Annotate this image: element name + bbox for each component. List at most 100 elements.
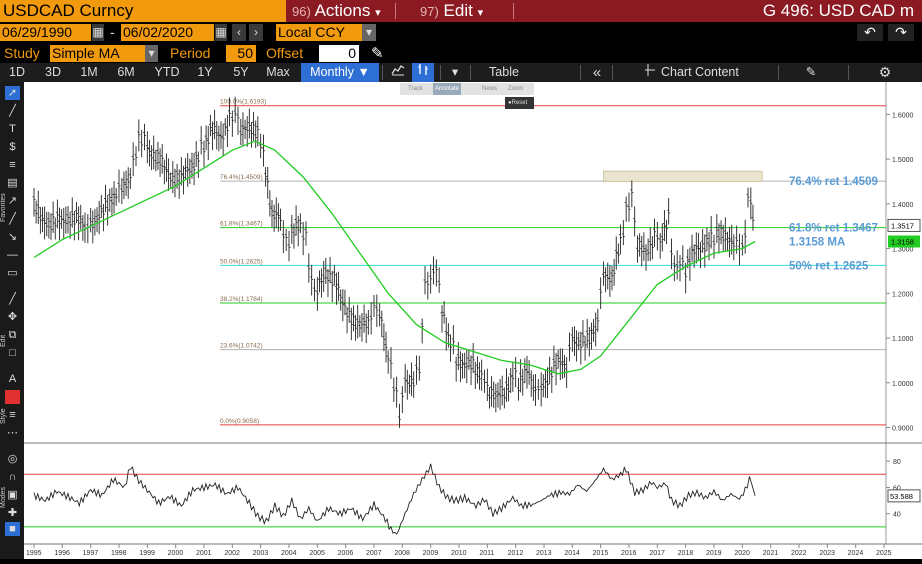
color-swatch-icon[interactable]: ■ [5, 390, 20, 404]
menu-divider [513, 3, 514, 19]
trend-icon[interactable]: ╱ [9, 213, 16, 225]
annotate-button[interactable]: Annotate [433, 83, 462, 95]
chart-content-icon [640, 63, 660, 82]
dollar-icon[interactable]: $ [9, 141, 16, 153]
price-tick-label: 1.6000 [892, 112, 914, 119]
chevron-down-icon: ▾ [477, 7, 484, 19]
range-button-1y[interactable]: 1Y [197, 65, 213, 79]
ticker-field[interactable]: USDCAD Curncy [0, 0, 286, 22]
reset-icon: ● [508, 100, 512, 106]
line-tool-icon[interactable]: ╱ [9, 105, 16, 117]
actions-menu[interactable]: 96) Actions ▾ [292, 0, 381, 22]
toolbar-divider [848, 65, 849, 80]
currency-select[interactable]: Local CCY [276, 24, 362, 41]
calendar-icon[interactable]: ▦ [215, 24, 227, 41]
magnet-icon[interactable]: ∩ [8, 471, 17, 483]
pencil-icon[interactable]: ✎ [371, 45, 384, 62]
redo-icon[interactable]: ↷ [888, 24, 914, 41]
year-label: 2018 [678, 550, 694, 557]
edit-section-label: Edit [0, 334, 7, 347]
menu-divider [395, 3, 396, 19]
year-label: 2000 [168, 550, 184, 557]
year-label: 2002 [224, 550, 240, 557]
range-button-3d[interactable]: 3D [45, 65, 61, 79]
chart-content-button[interactable]: Chart Content [661, 65, 739, 79]
chevron-down-icon[interactable]: ▾ [451, 65, 459, 79]
rsi-tick-label: 60 [893, 485, 901, 492]
chart-area[interactable]: 1.6000 1.5000 1.4000 1.3000 1.2000 1.1000 1.00… [24, 82, 922, 559]
fib-level-label: 50.0%(1.2625) [220, 258, 263, 265]
channel-icon[interactable]: ▤ [7, 177, 18, 189]
toolbar-divider [470, 65, 471, 80]
arrow-tool-icon[interactable]: ↗ [7, 195, 18, 207]
gear-icon[interactable]: ⚙ [878, 64, 892, 80]
line-style-icon[interactable]: ⋯ [7, 427, 18, 439]
hline-icon[interactable]: — [7, 249, 18, 261]
zoom-button[interactable]: Zoom [508, 86, 524, 92]
start-date-field[interactable]: 06/29/1990 [0, 24, 91, 41]
chevron-down-icon[interactable]: ▾ [362, 24, 376, 41]
study-row: Study Simple MA ▾ Period 50 Offset 0 ✎ [0, 43, 922, 63]
range-button-ytd[interactable]: YTD [154, 65, 180, 79]
reset-label: Reset [511, 100, 528, 106]
fib-level-label: 100.0%(1.6193) [220, 99, 266, 106]
chevron-left-icon[interactable]: ‹ [232, 24, 246, 41]
frequency-label: Monthly [310, 65, 354, 79]
range-button-6m[interactable]: 6M [117, 65, 135, 79]
table-button[interactable]: Table [489, 65, 519, 79]
fib-tool-icon[interactable]: ≡ [9, 159, 16, 171]
line-weight-icon[interactable]: ≡ [9, 409, 16, 421]
brush-icon[interactable]: ╱ [9, 293, 16, 305]
edit-chart-icon[interactable]: ✎ [805, 65, 817, 79]
chevron-right-icon[interactable]: › [249, 24, 263, 41]
rect-tool-icon[interactable]: ▭ [7, 267, 18, 279]
range-button-1m[interactable]: 1M [80, 65, 98, 79]
collapse-left-icon[interactable]: « [592, 64, 602, 81]
toolbar-divider [382, 65, 383, 80]
period-input[interactable]: 50 [226, 45, 256, 62]
offset-input[interactable]: 0 [319, 45, 359, 62]
lock-icon[interactable]: ▣ [7, 489, 18, 501]
range-button-1d[interactable]: 1D [9, 65, 25, 79]
font-icon[interactable]: A [8, 373, 17, 385]
rsi-line [33, 463, 756, 535]
offset-label: Offset [266, 45, 304, 61]
date-range-row: 06/29/1990 ▦ - 06/02/2020 ▦ ‹ › Local CC… [0, 22, 922, 43]
line-chart-icon[interactable] [388, 63, 408, 82]
track-button[interactable]: Track [408, 86, 423, 92]
year-label: 2010 [451, 550, 467, 557]
reset-button[interactable]: ●Reset [505, 97, 534, 109]
ray-icon[interactable]: ↘ [7, 231, 18, 243]
title-bar: USDCAD Curncy 96) Actions ▾ 97) Edit ▾ G… [0, 0, 922, 22]
move-icon[interactable]: ✥ [7, 311, 18, 323]
frequency-select[interactable]: Monthly ▼ [301, 63, 379, 82]
range-button-max[interactable]: Max [266, 65, 290, 79]
crosshair-icon[interactable]: ✚ [7, 507, 18, 519]
study-select[interactable]: Simple MA [50, 45, 145, 62]
undo-icon[interactable]: ↶ [857, 24, 883, 41]
edit-menu[interactable]: 97) Edit ▾ [420, 0, 483, 22]
last-price-tag [887, 218, 921, 232]
cursor-icon[interactable]: ➚ [5, 86, 20, 100]
calendar-icon[interactable]: ▦ [92, 24, 104, 41]
year-label: 2016 [621, 550, 637, 557]
year-label: 1999 [139, 550, 155, 557]
toolbar-divider [440, 65, 441, 80]
range-button-5y[interactable]: 5Y [233, 65, 249, 79]
news-button[interactable]: News [482, 86, 498, 92]
annotation-label: 1.3158 MA [789, 237, 845, 249]
year-label: 2003 [253, 550, 269, 557]
annotation-label: 61.8% ret 1.3467 [789, 223, 878, 235]
toolbar-divider [612, 65, 613, 80]
end-date-field[interactable]: 06/02/2020 [121, 24, 214, 41]
copy-icon[interactable]: ⧉ [8, 329, 17, 341]
mode-icon[interactable]: ◎ [7, 453, 18, 465]
chevron-down-icon[interactable]: ▾ [145, 45, 158, 62]
bar-chart-icon[interactable] [412, 63, 434, 82]
ma-price-tag [888, 235, 920, 248]
ma-line [33, 140, 756, 375]
trash-icon[interactable]: □ [9, 347, 16, 359]
text-tool-icon[interactable]: T [9, 123, 16, 135]
year-label: 2013 [536, 550, 552, 557]
active-mode-icon[interactable]: ■ [5, 522, 20, 536]
